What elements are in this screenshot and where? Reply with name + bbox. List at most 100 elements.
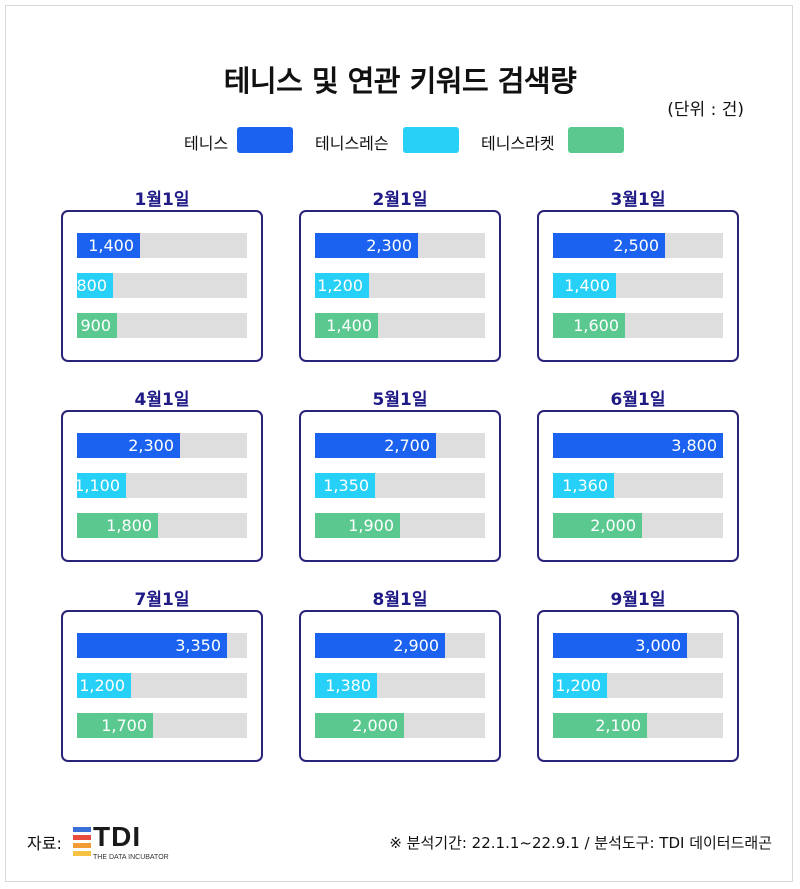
bar-track: 3,350 xyxy=(77,633,247,658)
bar-track: 1,700 xyxy=(77,713,247,738)
bar: 1,360 xyxy=(553,473,614,498)
panel-title: 6월1일 xyxy=(610,390,666,410)
bar: 1,200 xyxy=(77,673,131,698)
chart-panel: 2,500 1,400 1,600 xyxy=(537,210,739,362)
logo-stripe xyxy=(73,843,91,848)
chart-panel: 2,300 1,100 1,800 xyxy=(61,410,263,562)
bar: 1,200 xyxy=(553,673,607,698)
bar-track: 2,100 xyxy=(553,713,723,738)
bar-value-label: 1,350 xyxy=(323,476,369,495)
bar-track: 800 xyxy=(76,273,247,298)
legend: 테니스 테니스레슨 테니스라켓 xyxy=(0,127,800,155)
bar-track: 1,360 xyxy=(553,473,723,498)
bar-track: 2,700 xyxy=(315,433,485,458)
bar: 1,100 xyxy=(74,473,126,498)
legend-swatch xyxy=(568,127,624,153)
legend-label: 테니스 xyxy=(184,134,229,153)
bar-track: 2,000 xyxy=(553,513,723,538)
bar-value-label: 2,300 xyxy=(128,436,174,455)
bar: 2,700 xyxy=(315,433,436,458)
legend-label: 테니스레슨 xyxy=(315,134,389,153)
bar-track: 2,500 xyxy=(553,233,723,258)
bar-track: 1,100 xyxy=(74,473,247,498)
bar-track: 2,300 xyxy=(77,433,247,458)
bar-value-label: 1,200 xyxy=(555,676,601,695)
bar: 2,000 xyxy=(315,713,404,738)
chart-panel: 3,800 1,360 2,000 xyxy=(537,410,739,562)
bar: 1,600 xyxy=(553,313,625,338)
legend-label: 테니스라켓 xyxy=(481,134,555,153)
bar-value-label: 1,900 xyxy=(348,516,394,535)
bar-value-label: 3,350 xyxy=(175,636,221,655)
bar-track: 1,350 xyxy=(315,473,485,498)
bar-track: 1,900 xyxy=(315,513,485,538)
logo-stripe xyxy=(73,851,91,856)
bar-value-label: 1,700 xyxy=(101,716,147,735)
bar: 2,300 xyxy=(77,433,180,458)
panel-title: 8월1일 xyxy=(372,590,428,610)
panel-title: 9월1일 xyxy=(610,590,666,610)
bar: 1,400 xyxy=(77,233,140,258)
bar: 2,300 xyxy=(315,233,418,258)
chart-panel: 3,000 1,200 2,100 xyxy=(537,610,739,762)
chart-panel: 2,300 1,200 1,400 xyxy=(299,210,501,362)
bar: 1,400 xyxy=(315,313,378,338)
bar-value-label: 1,200 xyxy=(317,276,363,295)
bar-value-label: 1,360 xyxy=(562,476,608,495)
bar-track: 1,800 xyxy=(77,513,247,538)
bar: 1,400 xyxy=(553,273,616,298)
bar-value-label: 1,200 xyxy=(79,676,125,695)
bar-value-label: 2,900 xyxy=(393,636,439,655)
bar-track: 900 xyxy=(77,313,247,338)
panel-title: 3월1일 xyxy=(610,190,666,210)
chart-panel: 2,900 1,380 2,000 xyxy=(299,610,501,762)
unit-label: (단위 : 건) xyxy=(667,100,744,120)
chart-panel: 3,350 1,200 1,700 xyxy=(61,610,263,762)
tdi-logo: TDI THE DATA INCUBATOR xyxy=(73,821,169,866)
bar-value-label: 1,800 xyxy=(106,516,152,535)
bar: 2,900 xyxy=(315,633,445,658)
logo-stripe xyxy=(73,835,91,840)
bar-value-label: 3,000 xyxy=(635,636,681,655)
bar-value-label: 2,700 xyxy=(384,436,430,455)
bar-value-label: 2,300 xyxy=(366,236,412,255)
bar-value-label: 1,600 xyxy=(573,316,619,335)
bar: 2,100 xyxy=(553,713,647,738)
bar: 3,350 xyxy=(77,633,227,658)
bar: 1,900 xyxy=(315,513,400,538)
bar: 2,500 xyxy=(553,233,665,258)
bar: 1,350 xyxy=(315,473,375,498)
bar: 800 xyxy=(76,273,113,298)
bar-track: 1,400 xyxy=(77,233,247,258)
logo-text: TDI xyxy=(93,821,142,852)
bar: 1,700 xyxy=(77,713,153,738)
legend-swatch xyxy=(403,127,459,153)
legend-swatch xyxy=(237,127,293,153)
bar-value-label: 1,400 xyxy=(564,276,610,295)
bar-value-label: 2,500 xyxy=(613,236,659,255)
bar: 3,800 xyxy=(553,433,723,458)
bar: 900 xyxy=(77,313,117,338)
bar-value-label: 1,100 xyxy=(74,476,120,495)
bar-value-label: 2,000 xyxy=(352,716,398,735)
bar-value-label: 3,800 xyxy=(671,436,717,455)
panel-title: 5월1일 xyxy=(372,390,428,410)
bar: 1,800 xyxy=(77,513,158,538)
bar-track: 1,200 xyxy=(77,673,247,698)
bar-track: 2,300 xyxy=(315,233,485,258)
panel-title: 1월1일 xyxy=(134,190,190,210)
bar-track: 1,200 xyxy=(315,273,485,298)
analysis-note: ※ 분석기간: 22.1.1~22.9.1 / 분석도구: TDI 데이터드래곤 xyxy=(389,834,772,852)
bar-track: 1,380 xyxy=(315,673,485,698)
bar-value-label: 900 xyxy=(80,316,111,335)
chart-panel: 1,400 800 900 xyxy=(61,210,263,362)
bar: 2,000 xyxy=(553,513,642,538)
bar-track: 3,800 xyxy=(553,433,723,458)
bar-track: 2,900 xyxy=(315,633,485,658)
panel-title: 2월1일 xyxy=(372,190,428,210)
bar: 1,380 xyxy=(315,673,377,698)
bar-track: 1,400 xyxy=(553,273,723,298)
bar-value-label: 1,400 xyxy=(88,236,134,255)
bar-track: 1,400 xyxy=(315,313,485,338)
panel-title: 4월1일 xyxy=(134,390,190,410)
